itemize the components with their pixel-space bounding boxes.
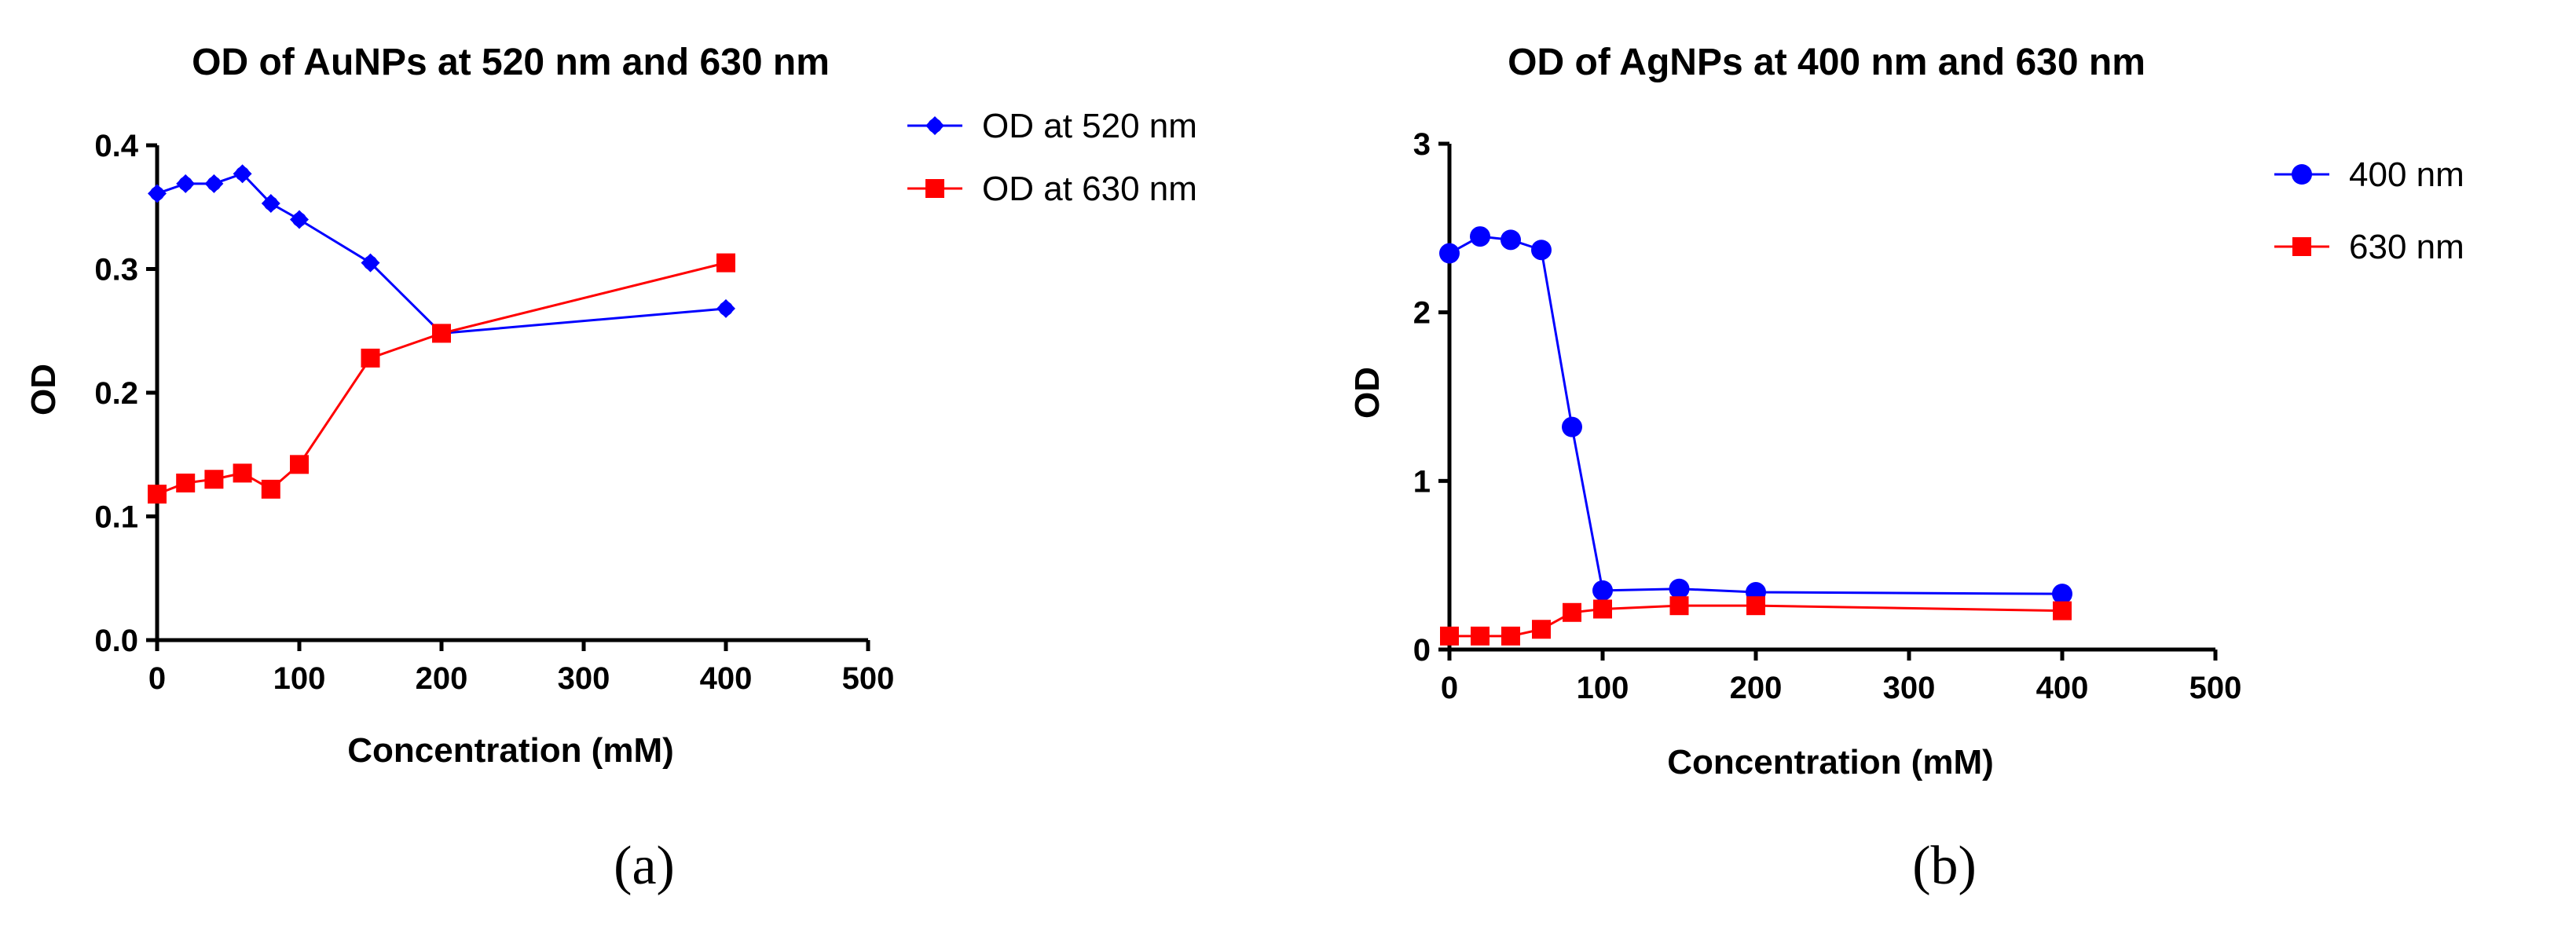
chart-a-y-tick-label: 0.3 — [94, 253, 138, 287]
chart-a-x-tick-label: 300 — [558, 661, 610, 696]
chart-a-legend-label-1: OD at 520 nm — [982, 107, 1197, 145]
chart-b-title: OD of AgNPs at 400 nm and 630 nm — [1508, 42, 2145, 83]
chart-b-y-tick-label: 2 — [1413, 296, 1431, 331]
chart-b-series-2-point — [1593, 599, 1612, 619]
chart-a-series-2-point — [176, 473, 196, 492]
chart-a-y-axis-label: OD — [24, 364, 63, 415]
chart-b-y-tick-label: 0 — [1413, 633, 1431, 668]
chart-a-x-axis-label: Concentration (mM) — [347, 731, 674, 770]
chart-a-y-tick-label: 0.4 — [94, 129, 138, 163]
chart-b-y-axis-label: OD — [1348, 367, 1387, 419]
chart-b-series-1-point — [1439, 243, 1460, 264]
chart-b-series-2-point — [1563, 602, 1581, 622]
chart-a-y-tick-label: 0.2 — [94, 376, 138, 411]
chart-b-x-tick-label: 200 — [1730, 671, 1783, 705]
chart-b-series-1-point — [1501, 229, 1521, 251]
chart-b-series-2-point — [1746, 596, 1765, 616]
chart-b-legend-marker-2 — [2292, 237, 2311, 256]
chart-a-series-1-line — [156, 172, 727, 335]
chart-b-series-1-line — [1449, 235, 2063, 595]
chart-b-series-2-point — [1471, 626, 1490, 646]
chart-b-series-2-point — [2053, 601, 2072, 620]
chart-a-x-tick-label: 400 — [700, 661, 753, 696]
chart-a-series-2-point — [233, 463, 252, 483]
chart-b-series-1-point — [1531, 240, 1552, 261]
chart-b-panel-label: (b) — [1912, 836, 1977, 896]
chart-a-x-tick-label: 0 — [148, 661, 166, 696]
chart-b-y-tick-label: 3 — [1413, 127, 1431, 162]
chart-a-series-2-point — [361, 348, 380, 368]
chart-panel-b: OD of AgNPs at 400 nm and 630 nm Concent… — [1348, 42, 2464, 896]
chart-b-series-1-point — [1562, 416, 1582, 437]
chart-a-series-2-point — [290, 455, 309, 474]
chart-a-series-2-point — [716, 253, 735, 273]
chart-b-series-2-point — [1669, 596, 1689, 616]
chart-a-x-tick-label: 500 — [842, 661, 895, 696]
chart-b-x-tick-label: 500 — [2189, 671, 2242, 705]
chart-a-panel-label: (a) — [614, 836, 675, 896]
chart-b-x-tick-label: 400 — [2036, 671, 2089, 705]
chart-b-x-tick-label: 300 — [1883, 671, 1936, 705]
chart-a-y-tick-label: 0.1 — [94, 500, 138, 535]
chart-a-series-2-point — [204, 470, 224, 489]
chart-b-x-tick-label: 100 — [1577, 671, 1629, 705]
chart-b-legend-label-1: 400 nm — [2349, 156, 2464, 194]
chart-b-x-tick-label: 0 — [1441, 671, 1458, 705]
chart-a-legend-label-2: OD at 630 nm — [982, 170, 1197, 208]
chart-b-y-tick-label: 1 — [1413, 464, 1431, 499]
chart-b-series-1-point — [1592, 580, 1613, 601]
chart-b-legend-marker-1 — [2292, 164, 2312, 185]
chart-panel-a: OD of AuNPs at 520 nm and 630 nm Concent… — [24, 42, 1197, 896]
chart-a-series-2-point — [261, 479, 280, 499]
chart-a-legend-marker-2 — [925, 179, 944, 198]
chart-b-legend-label-2: 630 nm — [2349, 228, 2464, 266]
chart-b-series-2-point — [1532, 620, 1551, 639]
chart-a-x-tick-label: 200 — [416, 661, 468, 696]
chart-b-series-1-point — [1470, 226, 1490, 247]
chart-b-series-2-point — [1440, 626, 1459, 646]
chart-a-x-tick-label: 100 — [273, 661, 326, 696]
chart-a-title: OD of AuNPs at 520 nm and 630 nm — [192, 42, 830, 83]
chart-b-series-2-point — [1501, 626, 1520, 646]
chart-b-series-1-point — [1669, 578, 1690, 599]
chart-b-x-axis-label: Concentration (mM) — [1667, 743, 1994, 781]
chart-a-series-2-line — [156, 262, 727, 496]
chart-b-series-1-point — [2052, 584, 2072, 605]
chart-a-series-2-point — [148, 485, 167, 504]
chart-a-series-2-point — [432, 324, 451, 343]
chart-a-y-tick-label: 0.0 — [94, 624, 138, 658]
